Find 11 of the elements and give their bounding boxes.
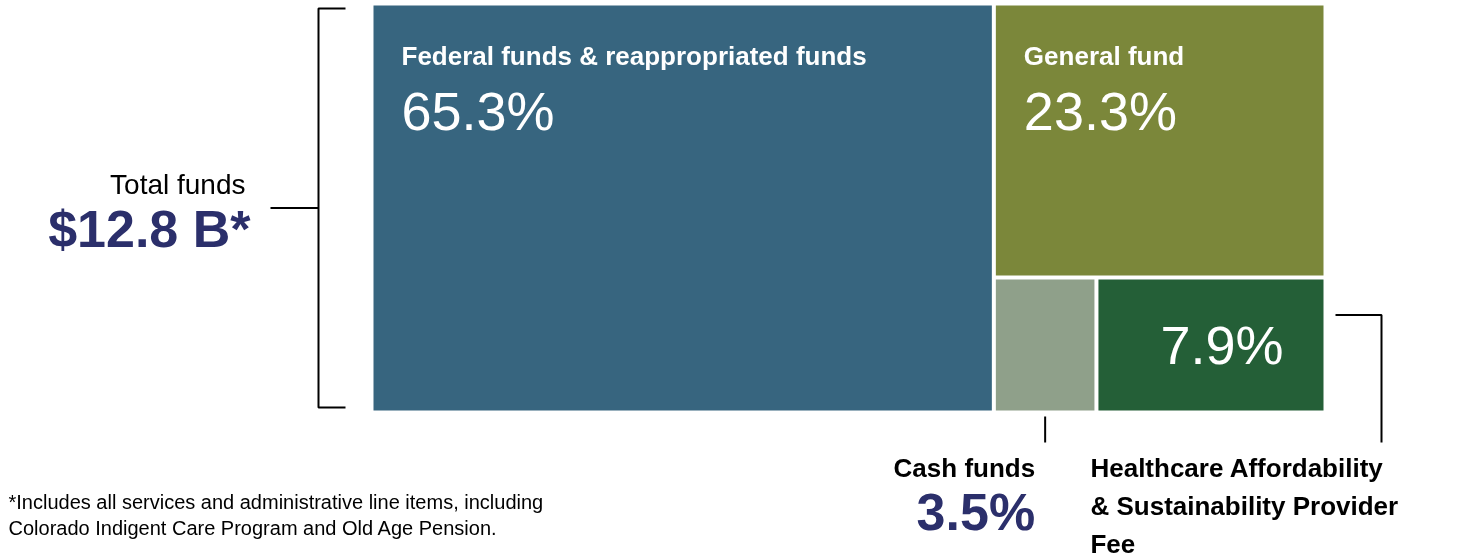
data-label: 3.5% [916,482,1036,541]
data-label: 65.3% [401,80,555,141]
category-label: Healthcare Affordability & Sustainability Provider Fee [1090,452,1399,557]
data-label: 23.3% [1023,80,1177,141]
text: *Includes all services and administrative line items, including Colorado Indigent Care Program and Old Age Pension. [8,490,544,539]
data-label: 7.9% [1160,314,1284,375]
text: Total funds [110,168,246,200]
category-label: Federal funds & reappropriated funds [401,40,867,71]
category-label: General fund [1023,40,1185,71]
text: $12.8 B* [48,199,252,258]
category-label: Cash funds [893,452,1036,483]
